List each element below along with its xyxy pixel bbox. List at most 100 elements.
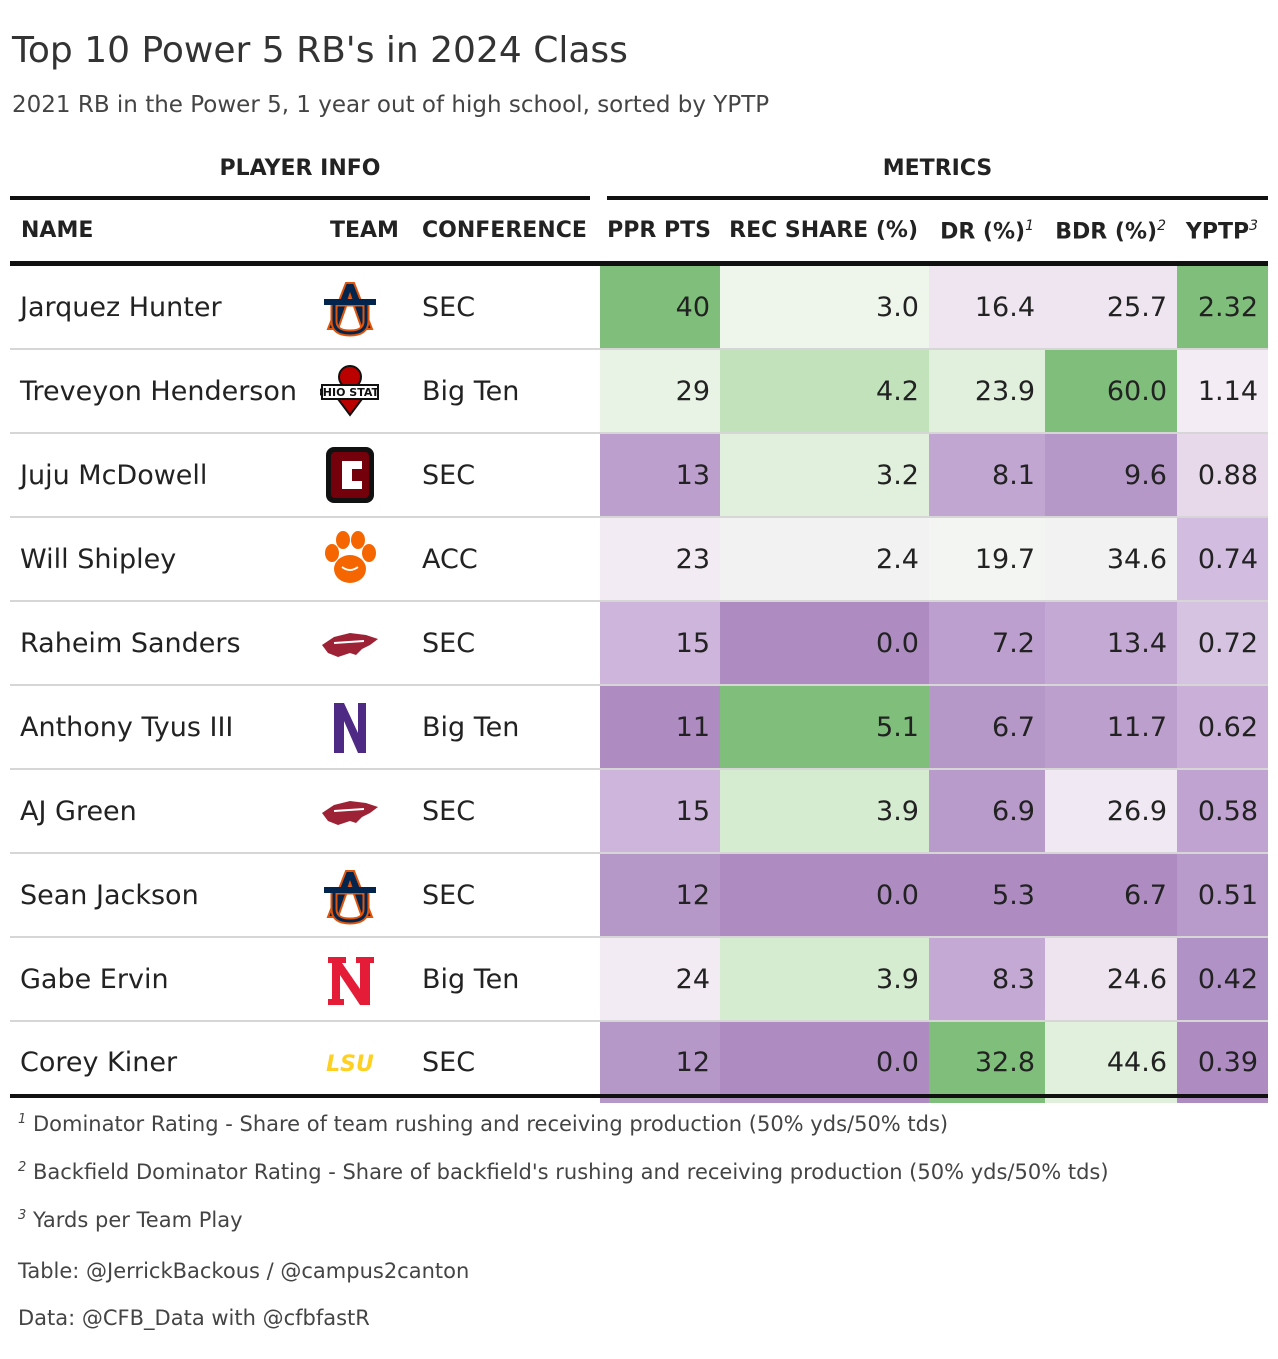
spanner-metrics: METRICS (882, 156, 993, 181)
cell-bdr: 25.7 (1045, 266, 1177, 350)
footnote-2: 2 Backfield Dominator Rating - Share of … (18, 1160, 1109, 1184)
cell-team-logo (320, 601, 420, 686)
source-data: Data: @CFB_Data with @cfbfastR (18, 1306, 370, 1330)
cell-rec-share: 0.0 (720, 853, 929, 938)
cell-bdr: 60.0 (1045, 349, 1177, 434)
cell-bdr: 13.4 (1045, 601, 1177, 686)
cell-bdr: 9.6 (1045, 433, 1177, 518)
footnote-3: 3 Yards per Team Play (18, 1208, 243, 1232)
cell-conference: SEC (422, 1047, 476, 1078)
cell-yptp: 0.58 (1177, 769, 1268, 854)
cell-conference: Big Ten (420, 937, 600, 1022)
source-table: Table: @JerrickBackous / @campus2canton (18, 1259, 470, 1283)
cell-yptp: 0.51 (1177, 853, 1268, 938)
table-row: Anthony Tyus III Big Ten 11 5.1 6.7 11.7 0.62 (10, 685, 1268, 770)
cell-team-logo (320, 937, 420, 1022)
cell-player-name: Anthony Tyus III (10, 685, 320, 770)
spanner-player-info-rule (10, 196, 590, 200)
cell-yptp: 0.88 (1177, 433, 1268, 518)
table-row: AJ Green SEC 15 3.9 6.9 26.9 0.58 (10, 769, 1268, 854)
cell-yptp: 0.62 (1177, 685, 1268, 770)
col-header-conference: CONFERENCE (422, 218, 587, 243)
cell-bdr: 26.9 (1045, 769, 1177, 854)
col-header-name: NAME (21, 218, 94, 243)
cell-yptp: 0.72 (1177, 601, 1268, 686)
cell-player-name: Juju McDowell (10, 433, 320, 518)
cell-rec-share: 0.0 (720, 1021, 929, 1103)
cell-team-logo (320, 685, 420, 770)
cell-conference: Big Ten (420, 349, 600, 434)
arkansas-logo (320, 627, 380, 658)
cell-conference: SEC (420, 266, 600, 350)
cell-rec-share: 2.4 (720, 517, 929, 602)
col-header-dr: DR (%)1 (940, 218, 1034, 245)
cell-conference: SEC (420, 769, 600, 854)
table-row: Raheim Sanders SEC 15 0.0 7.2 13.4 0.72 (10, 601, 1268, 686)
cell-ppr: 29 (600, 349, 720, 434)
col-header-bdr: BDR (%)2 (1055, 218, 1166, 245)
cell-conference: SEC (420, 853, 600, 938)
table-row: Jarquez Hunter SEC 40 3.0 16.4 25.7 2.32 (10, 266, 1268, 350)
cell-player-name: Sean Jackson (10, 853, 320, 938)
footnote-1: 1 Dominator Rating - Share of team rushi… (18, 1112, 949, 1136)
cell-player-name: Corey Kiner (20, 1047, 178, 1078)
cell-rec-share: 0.0 (720, 601, 929, 686)
cell-ppr: 12 (600, 1021, 720, 1103)
cell-rec-share: 3.9 (720, 769, 929, 854)
cell-dr: 8.1 (929, 433, 1045, 518)
cell-ppr: 15 (600, 601, 720, 686)
cell-team-logo: OHIO STATE (320, 349, 420, 434)
bottom-rule (10, 1094, 1268, 1098)
cell-team-logo: LSU (320, 1021, 420, 1103)
col-header-rec-share: REC SHARE (%) (729, 218, 918, 243)
cell-dr: 7.2 (929, 601, 1045, 686)
cell-yptp: 1.14 (1177, 349, 1268, 434)
table-row: Gabe Ervin Big Ten 24 3.9 8.3 24.6 0.42 (10, 937, 1268, 1022)
cell-dr: 19.7 (929, 517, 1045, 602)
northwestern-logo (320, 703, 380, 753)
table-title: Top 10 Power 5 RB's in 2024 Class (12, 30, 628, 71)
cell-rec-share: 4.2 (720, 349, 929, 434)
cell-yptp: 0.42 (1177, 937, 1268, 1022)
data-table: Jarquez Hunter SEC 40 3.0 16.4 25.7 2.32 Trevey… (10, 266, 1268, 1103)
table-row: Treveyon HendersonOHIO STATE Big Ten294.2… (10, 349, 1268, 434)
cell-ppr: 11 (600, 685, 720, 770)
cell-yptp: 0.74 (1177, 517, 1268, 602)
cell-team-logo (320, 769, 420, 854)
cell-ppr: 23 (600, 517, 720, 602)
auburn-logo (320, 282, 380, 337)
cell-dr: 23.9 (929, 349, 1045, 434)
cell-player-name: Jarquez Hunter (10, 266, 320, 350)
col-header-team: TEAM (330, 218, 399, 243)
cell-bdr: 6.7 (1045, 853, 1177, 938)
arkansas-logo (320, 795, 380, 826)
cell-player-name: Will Shipley (10, 517, 320, 602)
cell-team-logo (320, 266, 420, 350)
cell-rec-share: 3.9 (720, 937, 929, 1022)
col-header-dr-note: 1 (1025, 218, 1034, 234)
cell-ppr: 24 (600, 937, 720, 1022)
cell-player-name: Raheim Sanders (10, 601, 320, 686)
cell-rec-share: 3.2 (720, 433, 929, 518)
col-header-yptp-note: 3 (1249, 218, 1258, 234)
cell-bdr: 44.6 (1045, 1021, 1177, 1103)
table-row: Corey Kiner LSU SEC 12 0.0 32.8 44.6 0.39 (10, 1021, 1268, 1103)
header-rule (10, 261, 1268, 266)
cell-ppr: 13 (600, 433, 720, 518)
ohio-state-logo: OHIO STATE (320, 365, 380, 417)
col-header-yptp: YPTP3 (1185, 218, 1258, 245)
col-header-bdr-note: 2 (1157, 218, 1166, 234)
cell-dr: 6.7 (929, 685, 1045, 770)
col-header-ppr: PPR PTS (607, 218, 711, 243)
south-carolina-logo (320, 447, 380, 503)
cell-player-name: Treveyon Henderson (10, 349, 320, 434)
clemson-logo (320, 531, 380, 583)
table-row: Sean Jackson SEC 12 0.0 5.3 6.7 0.51 (10, 853, 1268, 938)
auburn-logo (320, 870, 380, 925)
cell-dr: 6.9 (929, 769, 1045, 854)
cell-ppr: 12 (600, 853, 720, 938)
cell-conference: ACC (420, 517, 600, 602)
cell-team-logo (320, 517, 420, 602)
spanner-player-info: PLAYER INFO (219, 156, 381, 181)
cell-yptp: 2.32 (1177, 266, 1268, 350)
